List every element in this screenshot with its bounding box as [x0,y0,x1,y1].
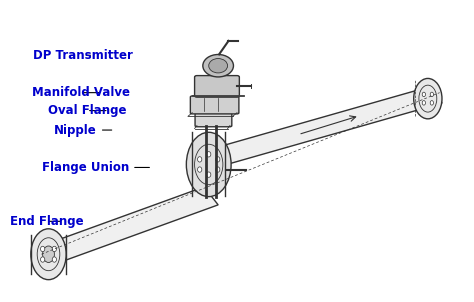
Text: DP Transmitter: DP Transmitter [34,49,133,62]
FancyBboxPatch shape [195,76,239,97]
Ellipse shape [186,132,231,197]
Text: Flange Union: Flange Union [42,161,149,174]
Polygon shape [192,95,244,96]
FancyBboxPatch shape [195,113,232,127]
Ellipse shape [430,92,434,97]
Ellipse shape [203,54,234,77]
Ellipse shape [216,167,220,172]
Polygon shape [39,187,218,265]
Ellipse shape [430,101,434,105]
Ellipse shape [216,157,220,162]
Text: Nipple: Nipple [54,124,112,137]
Ellipse shape [198,157,202,162]
Ellipse shape [31,229,66,280]
Ellipse shape [43,246,55,262]
Ellipse shape [41,246,45,252]
Polygon shape [204,85,442,169]
Ellipse shape [41,257,45,262]
Text: End Flange: End Flange [10,215,83,228]
Ellipse shape [52,246,56,252]
Ellipse shape [198,167,202,172]
Ellipse shape [209,59,228,73]
Ellipse shape [422,92,426,97]
FancyBboxPatch shape [191,96,239,114]
Ellipse shape [207,172,211,177]
Text: Oval Flange: Oval Flange [47,104,126,117]
Ellipse shape [414,79,442,119]
Ellipse shape [207,152,211,157]
Text: Manifold Valve: Manifold Valve [32,86,130,99]
Ellipse shape [422,101,426,105]
Ellipse shape [52,257,56,262]
